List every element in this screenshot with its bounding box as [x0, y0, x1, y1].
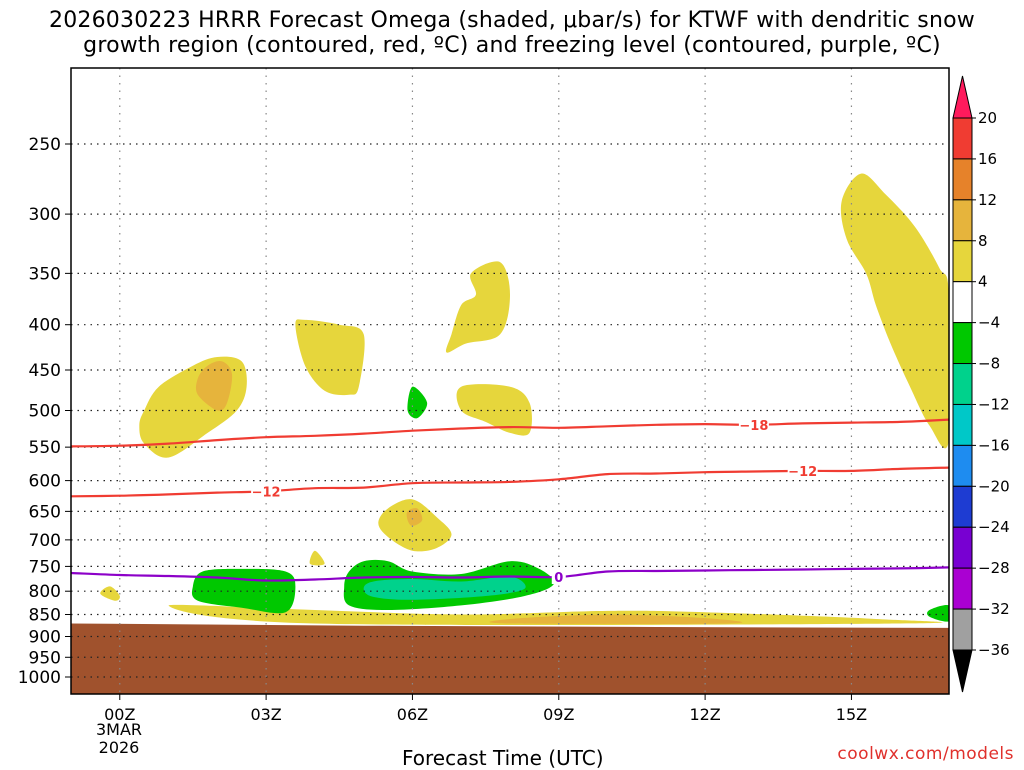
terrain-area [71, 623, 949, 694]
colorbar-band-1 [952, 158, 973, 201]
dendritic-top-label-bg [738, 416, 769, 432]
colorbar-label-11: −28 [978, 559, 1010, 577]
y-tick-label-350: 350 [29, 264, 61, 284]
freezing-level-label-bg [551, 569, 566, 585]
colorbar-label-7: −12 [978, 395, 1010, 413]
colorbar-band-12 [952, 608, 973, 651]
colorbar-band-3 [952, 240, 973, 283]
y-tick-label-550: 550 [29, 438, 61, 458]
ascent-4-8-region [168, 604, 943, 626]
colorbar-label-6: −8 [978, 355, 1000, 373]
chart-title-line1: 2026030223 HRRR Forecast Omega (shaded, … [49, 8, 975, 33]
colorbar-band-6 [952, 363, 973, 405]
colorbar-label-9: −20 [978, 477, 1010, 495]
colorbar-band-11 [952, 567, 973, 610]
colorbar-label-5: −4 [978, 314, 1000, 332]
colorbar-label-0: 20 [978, 109, 997, 127]
credit-link[interactable]: coolwx.com/models [837, 744, 1014, 764]
x-tick-label-00Z: 00Z [104, 705, 135, 724]
y-tick-label-850: 850 [29, 606, 61, 626]
colorbar-band-9 [952, 485, 973, 528]
colorbar-band-8 [952, 444, 973, 487]
colorbar-band-7 [952, 403, 973, 446]
colorbar-band-2 [952, 199, 973, 242]
y-tick-label-650: 650 [29, 502, 61, 522]
y-tick-label-600: 600 [29, 472, 61, 492]
colorbar-label-10: −24 [978, 518, 1010, 536]
colorbar: 20 16 12 8 4 −4 −8 −12 −16 −20 −24 −28 −32 −36 [952, 75, 1010, 693]
colorbar-label-13: −36 [978, 641, 1010, 659]
ascent-4-8-region [309, 550, 325, 566]
x-tick-label-09Z: 09Z [543, 705, 574, 724]
ascent-8-12-region [195, 360, 233, 411]
y-tick-label-300: 300 [29, 205, 61, 225]
ascent-4-8-region [456, 384, 532, 436]
y-tick-label-900: 900 [29, 627, 61, 647]
y-tick-label-750: 750 [29, 557, 61, 577]
colorbar-label-1: 16 [978, 150, 997, 168]
dendritic-top-label: −18 [739, 419, 768, 434]
colorbar-band-5 [952, 322, 973, 365]
plot-frame [70, 67, 950, 695]
sinking-minus4-8-region [407, 386, 428, 419]
ascent-8-12-region [406, 507, 423, 526]
chart-title-line2: growth region (contoured, red, ºC) and f… [83, 33, 941, 58]
freezing-level-contour [71, 566, 949, 582]
colorbar-label-2: 12 [978, 191, 997, 209]
date-label-year: 2026 [98, 738, 140, 757]
dendritic-bottom-label-bg [251, 483, 282, 499]
dendritic-bottom-label2-label: −12 [788, 465, 817, 480]
x-tick-label-12Z: 12Z [689, 705, 720, 724]
y-tick-label-700: 700 [29, 531, 61, 551]
colorbar-band-0 [952, 117, 973, 160]
colorbar-label-3: 8 [978, 232, 988, 250]
ascent-4-8-region [100, 586, 120, 601]
y-tick-label-1000: 1000 [18, 668, 61, 688]
y-tick-label-250: 250 [29, 135, 61, 155]
y-tick-label-800: 800 [29, 582, 61, 602]
sinking-minus4-8-region [927, 604, 949, 622]
colorbar-label-12: −32 [978, 600, 1010, 618]
omega-shading [100, 173, 949, 626]
y-axis: 2503003504004505005506006507007508008509… [18, 135, 71, 688]
y-tick-label-950: 950 [29, 648, 61, 668]
freezing-level-label: 0 [554, 571, 563, 586]
ascent-4-8-region [295, 319, 365, 396]
x-tick-label-06Z: 06Z [397, 705, 428, 724]
y-tick-label-500: 500 [29, 402, 61, 422]
date-label-day: 3MAR [95, 720, 143, 739]
contour-lines [71, 418, 949, 582]
colorbar-bottom-triangle [952, 649, 973, 693]
colorbar-label-4: 4 [978, 273, 988, 291]
dendritic-bottom-label: −12 [252, 485, 281, 500]
sinking-minus8-12-region [363, 576, 526, 600]
x-tick-label-15Z: 15Z [836, 705, 867, 724]
contour-labels: −18 −12 −12 0 [251, 416, 818, 586]
x-axis: 00Z 03Z 06Z 09Z 12Z 15Z [104, 694, 867, 724]
ascent-4-8-region [840, 173, 949, 449]
terrain-fill [71, 623, 949, 694]
x-axis-label: Forecast Time (UTC) [402, 746, 604, 770]
dendritic-top-contour [71, 418, 949, 448]
x-tick-label-03Z: 03Z [250, 705, 281, 724]
colorbar-top-triangle [952, 75, 973, 119]
y-tick-label-400: 400 [29, 316, 61, 336]
colorbar-band-10 [952, 526, 973, 569]
y-tick-label-450: 450 [29, 361, 61, 381]
colorbar-band-4 [952, 281, 973, 324]
dendritic-bottom-label2-label-bg [787, 462, 818, 478]
ascent-4-8-region [445, 261, 510, 353]
ascent-8-12-region [489, 614, 743, 625]
colorbar-label-8: −16 [978, 436, 1010, 454]
